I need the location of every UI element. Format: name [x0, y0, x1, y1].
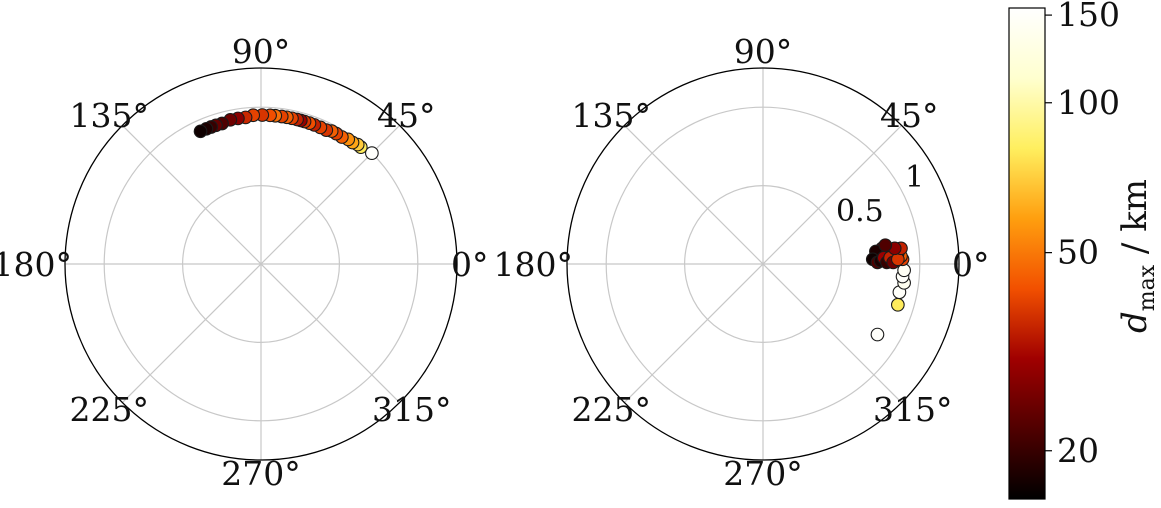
angle-labels-right: 0° 45° 90° 135° 180° 225° 270° 315° — [494, 32, 990, 493]
data-point — [890, 297, 905, 312]
angle-label-45: 45° — [377, 96, 436, 135]
polar-outer-frame — [566, 67, 960, 461]
colorbar-tick-label-50: 50 — [1057, 233, 1099, 272]
angular-gridline — [121, 124, 401, 404]
angle-label-45: 45° — [880, 96, 939, 135]
angle-label-270: 270° — [221, 454, 301, 493]
angle-label-180: 180° — [0, 245, 72, 284]
scatter-points-right — [865, 238, 911, 342]
angle-label-270: 270° — [723, 454, 803, 493]
angle-label-225: 225° — [70, 390, 150, 429]
colorbar-title: dmax / km — [1115, 179, 1160, 333]
angle-label-315: 315° — [372, 390, 452, 429]
polar-grid-left — [64, 67, 458, 461]
angular-gridline — [623, 124, 903, 404]
radial-tick-labels-right: 0.5 1 — [836, 160, 924, 229]
polar-grid-right — [566, 67, 960, 461]
colorbar: 20 50 100 150 dmax / km — [1008, 0, 1160, 500]
scatter-points-left — [193, 108, 379, 160]
angle-label-225: 225° — [572, 390, 652, 429]
radial-tick-label-0-5: 0.5 — [836, 194, 884, 229]
angle-label-0: 0° — [952, 245, 990, 284]
data-point — [193, 124, 208, 139]
angle-label-135: 135° — [70, 96, 150, 135]
colorbar-ticks — [1045, 14, 1052, 452]
polar-outer-frame — [64, 67, 458, 461]
polar-plot-right: 0.5 1 0° 45° 90° 135° 180° 225° 270° 315… — [494, 32, 990, 493]
angle-label-135: 135° — [572, 96, 652, 135]
angle-label-90: 90° — [232, 32, 291, 71]
radial-tick-label-1: 1 — [905, 160, 924, 195]
angle-label-0: 0° — [451, 245, 489, 284]
colorbar-gradient-bar — [1008, 7, 1046, 500]
colorbar-tick-label-20: 20 — [1057, 431, 1099, 470]
colorbar-tick-labels: 20 50 100 150 — [1057, 0, 1120, 470]
angle-labels-left: 0° 45° 90° 135° 180° 225° 270° 315° — [0, 32, 489, 493]
data-point — [365, 146, 379, 160]
colorbar-title-symbol: d — [1115, 311, 1155, 333]
colorbar-tick-label-100: 100 — [1057, 83, 1120, 122]
data-point — [878, 238, 893, 253]
polar-plot-left: 0° 45° 90° 135° 180° 225° 270° 315° — [0, 32, 489, 493]
angle-label-180: 180° — [494, 245, 574, 284]
angle-label-90: 90° — [734, 32, 793, 71]
colorbar-title-unit: / km — [1115, 179, 1155, 265]
data-point — [870, 327, 885, 342]
colorbar-tick-label-150: 150 — [1057, 0, 1120, 34]
angle-label-315: 315° — [873, 390, 953, 429]
colorbar-title-subscript: max — [1135, 264, 1160, 311]
